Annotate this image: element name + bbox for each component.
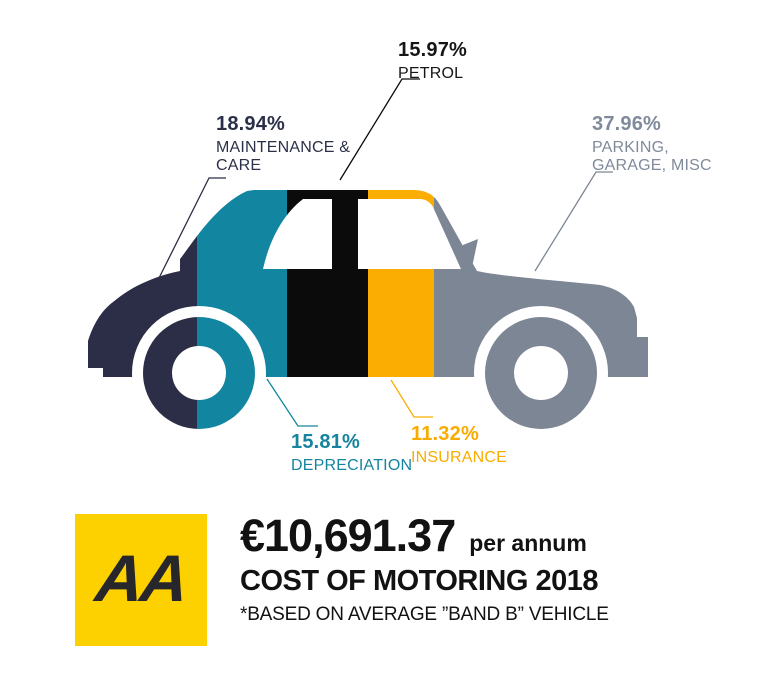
parking-callout: 37.96% PARKING, GARAGE, MISC xyxy=(592,113,742,176)
insurance-percent: 11.32% xyxy=(411,423,479,445)
depreciation-callout: 15.81% DEPRECIATION xyxy=(291,431,421,475)
depreciation-leader-line xyxy=(266,378,318,427)
footnote: *BASED ON AVERAGE ”BAND B” VEHICLE xyxy=(240,604,609,625)
aa-logo: AA xyxy=(75,514,207,646)
parking-leader-line xyxy=(534,171,613,272)
maintenance-callout: 18.94% MAINTENANCE & CARE xyxy=(216,113,366,176)
annual-cost-row: €10,691.37 per annum xyxy=(240,510,740,562)
maintenance-name: MAINTENANCE & CARE xyxy=(216,138,351,175)
parking-percent: 37.96% xyxy=(592,113,662,135)
aa-logo-text: AA xyxy=(92,541,190,615)
front-window xyxy=(358,199,461,269)
rear-wheel-hub xyxy=(172,346,226,400)
petrol-percent: 15.97% xyxy=(398,39,468,61)
parking-name: PARKING, GARAGE, MISC xyxy=(592,138,712,175)
chart-title: COST OF MOTORING 2018 xyxy=(240,565,598,597)
insurance-callout: 11.32% INSURANCE xyxy=(411,423,531,467)
per-annum-label: per annum xyxy=(469,530,587,556)
petrol-leader-line xyxy=(339,78,420,181)
maintenance-leader-line xyxy=(157,177,226,281)
insurance-leader-line xyxy=(390,379,433,418)
petrol-name: PETROL xyxy=(398,64,464,82)
depreciation-percent: 15.81% xyxy=(291,431,361,453)
insurance-name: INSURANCE xyxy=(411,448,508,466)
annual-cost-amount: €10,691.37 xyxy=(240,510,456,561)
maintenance-percent: 18.94% xyxy=(216,113,286,135)
front-wheel-hub xyxy=(514,346,568,400)
footer-summary: €10,691.37 per annum COST OF MOTORING 20… xyxy=(240,510,740,626)
depreciation-name: DEPRECIATION xyxy=(291,456,413,474)
petrol-callout: 15.97% PETROL xyxy=(398,39,518,83)
rear-window xyxy=(263,199,332,269)
